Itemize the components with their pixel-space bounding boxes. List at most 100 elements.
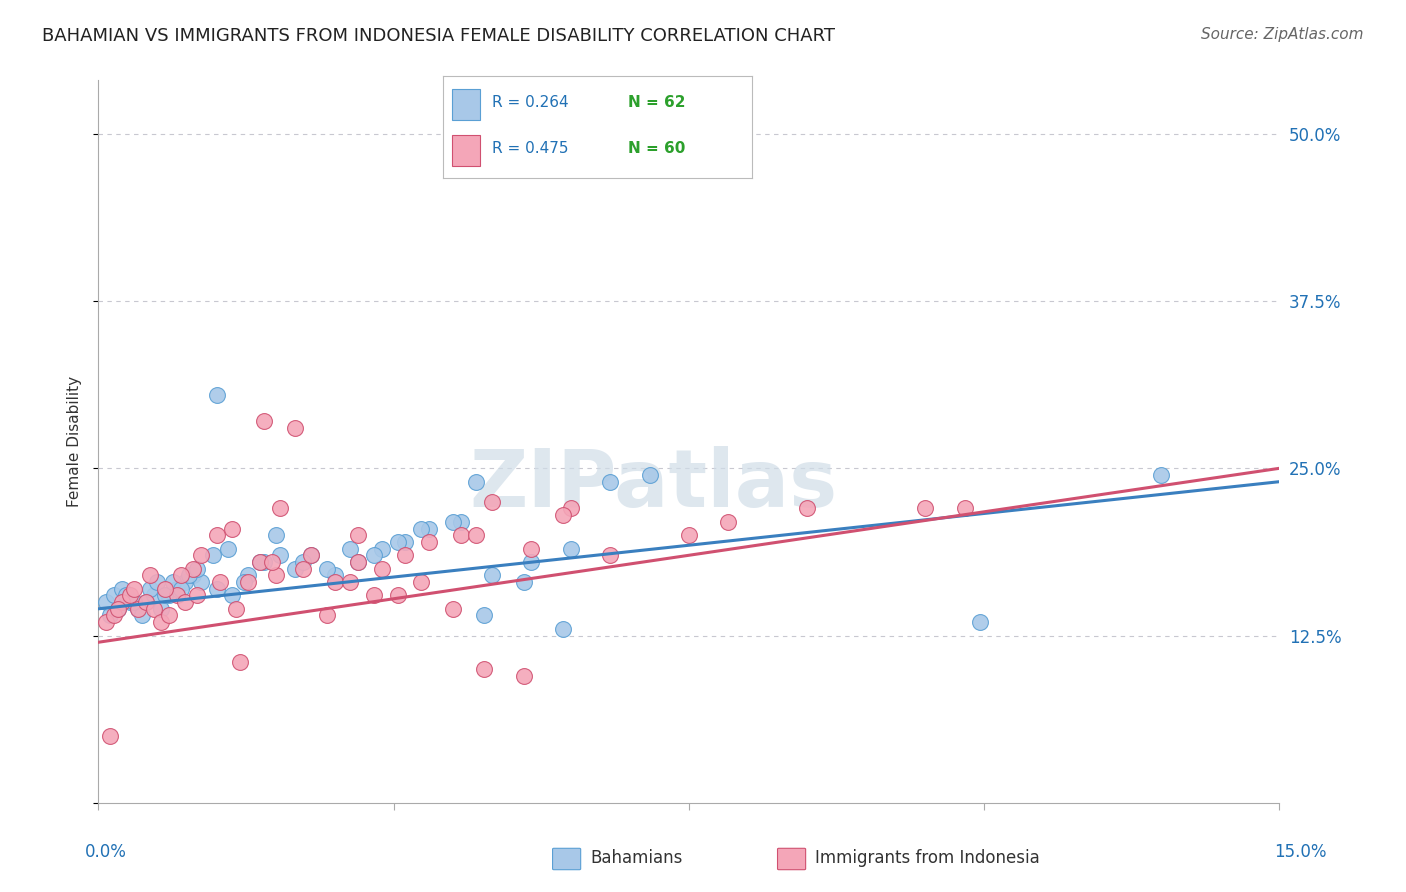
Point: [236, 575, 259, 590]
Text: BAHAMIAN VS IMMIGRANTS FROM INDONESIA FEMALE DISABILITY CORRELATION CHART: BAHAMIAN VS IMMIGRANTS FROM INDONESIA FE…: [42, 27, 835, 45]
Point: [98, 608, 121, 623]
Point: [520, 541, 543, 556]
Point: [221, 521, 243, 535]
Point: [299, 548, 322, 563]
Point: [135, 595, 157, 609]
Point: [96, 595, 118, 609]
Point: [103, 608, 125, 623]
Text: Bahamians: Bahamians: [591, 849, 683, 867]
Point: [363, 589, 385, 603]
Text: N = 60: N = 60: [628, 141, 686, 156]
Point: [418, 534, 440, 549]
Point: [181, 568, 204, 582]
Point: [253, 414, 276, 428]
Point: [323, 575, 346, 590]
Point: [512, 575, 534, 590]
Point: [155, 589, 177, 603]
Point: [138, 582, 160, 596]
Text: Immigrants from Indonesia: Immigrants from Indonesia: [815, 849, 1040, 867]
Point: [166, 582, 188, 596]
Point: [157, 589, 180, 603]
Point: [150, 615, 173, 630]
Point: [253, 555, 276, 569]
Point: [118, 595, 141, 609]
Point: [450, 528, 472, 542]
Point: [115, 589, 138, 603]
Point: [190, 548, 212, 563]
Point: [269, 501, 291, 516]
Point: [111, 595, 134, 609]
Text: R = 0.475: R = 0.475: [492, 141, 569, 156]
Point: [142, 602, 165, 616]
Point: [512, 669, 534, 683]
Bar: [453, 136, 479, 166]
Point: [205, 387, 228, 401]
Point: [1150, 467, 1173, 482]
Point: [465, 475, 488, 489]
Point: [260, 555, 283, 569]
Point: [107, 602, 129, 616]
Point: [118, 589, 141, 603]
Point: [796, 501, 818, 516]
Point: [229, 655, 252, 669]
Point: [174, 575, 197, 590]
Point: [560, 541, 582, 556]
Point: [599, 475, 621, 489]
Point: [205, 528, 228, 542]
Point: [638, 467, 661, 482]
Point: [122, 595, 145, 609]
Point: [103, 589, 125, 603]
Point: [225, 602, 247, 616]
Point: [150, 602, 173, 616]
Point: [481, 568, 503, 582]
Point: [315, 608, 337, 623]
Point: [138, 568, 160, 582]
Point: [717, 515, 740, 529]
Point: [411, 521, 433, 535]
Point: [292, 555, 315, 569]
Point: [394, 548, 416, 563]
Point: [146, 575, 169, 590]
Point: [411, 575, 433, 590]
Point: [371, 541, 394, 556]
Point: [174, 595, 197, 609]
Point: [264, 528, 287, 542]
Point: [157, 608, 180, 623]
Point: [678, 528, 700, 542]
Point: [387, 534, 409, 549]
Point: [155, 582, 177, 596]
Point: [599, 548, 621, 563]
Text: 15.0%: 15.0%: [1274, 843, 1327, 861]
Point: [292, 562, 315, 576]
Point: [170, 582, 193, 596]
Point: [96, 615, 118, 630]
Bar: [453, 89, 479, 120]
Point: [472, 608, 495, 623]
Point: [363, 548, 385, 563]
Text: R = 0.264: R = 0.264: [492, 95, 569, 110]
Point: [221, 589, 243, 603]
Point: [122, 582, 145, 596]
Point: [481, 494, 503, 508]
Point: [201, 548, 224, 563]
Point: [371, 562, 394, 576]
Point: [339, 575, 361, 590]
Point: [236, 568, 259, 582]
Point: [551, 508, 574, 523]
Point: [186, 562, 208, 576]
Point: [170, 568, 193, 582]
Point: [135, 595, 157, 609]
Point: [520, 555, 543, 569]
Point: [472, 662, 495, 676]
Point: [142, 589, 165, 603]
Point: [347, 555, 370, 569]
Point: [233, 575, 256, 590]
Point: [299, 548, 322, 563]
Point: [441, 515, 464, 529]
Point: [127, 602, 149, 616]
Point: [284, 421, 307, 435]
Point: [217, 541, 239, 556]
Point: [284, 562, 307, 576]
Point: [166, 589, 188, 603]
Point: [418, 521, 440, 535]
